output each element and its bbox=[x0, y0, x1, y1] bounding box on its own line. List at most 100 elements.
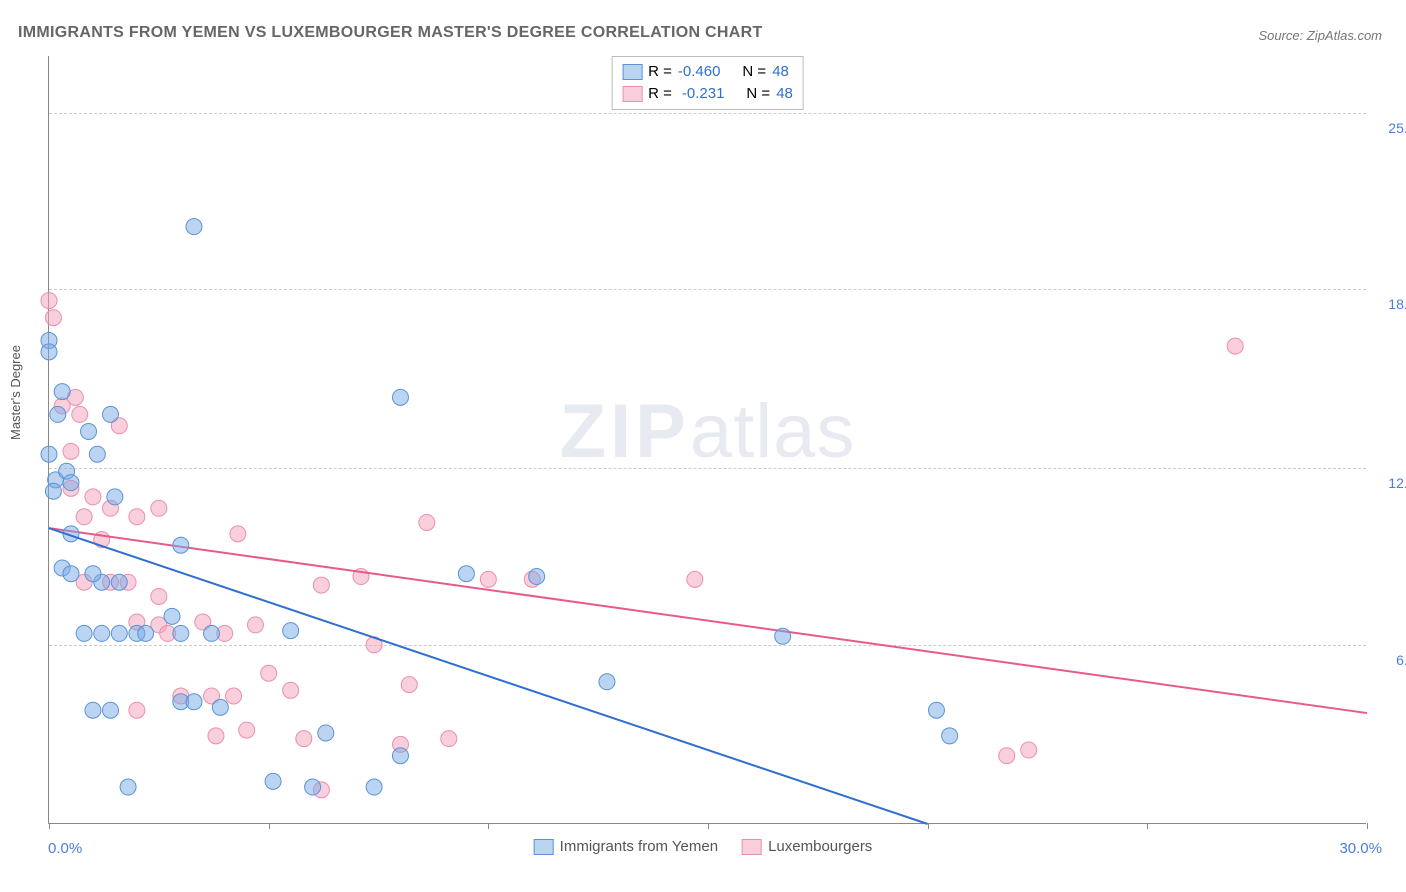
scatter-point-b bbox=[239, 722, 255, 738]
chart-title: IMMIGRANTS FROM YEMEN VS LUXEMBOURGER MA… bbox=[18, 24, 763, 42]
x-tick bbox=[708, 823, 709, 829]
scatter-point-a bbox=[318, 725, 334, 741]
scatter-point-b bbox=[230, 526, 246, 542]
scatter-point-a bbox=[94, 625, 110, 641]
scatter-point-a bbox=[173, 625, 189, 641]
scatter-point-b bbox=[129, 702, 145, 718]
scatter-point-b bbox=[45, 310, 61, 326]
swatch-series-b-icon bbox=[742, 839, 762, 855]
stat-label-n: N = bbox=[746, 83, 770, 105]
scatter-point-a bbox=[50, 406, 66, 422]
scatter-point-a bbox=[120, 779, 136, 795]
stat-label-r: R = bbox=[648, 83, 672, 105]
legend-label-b: Luxembourgers bbox=[768, 838, 872, 855]
stat-n-a: 48 bbox=[772, 61, 789, 83]
scatter-point-b bbox=[41, 293, 57, 309]
legend-item-a: Immigrants from Yemen bbox=[534, 838, 718, 855]
scatter-point-a bbox=[164, 608, 180, 624]
scatter-point-b bbox=[151, 588, 167, 604]
scatter-point-b bbox=[72, 406, 88, 422]
scatter-point-a bbox=[81, 423, 97, 439]
scatter-point-a bbox=[186, 219, 202, 235]
scatter-point-a bbox=[173, 537, 189, 553]
scatter-point-a bbox=[529, 569, 545, 585]
scatter-point-a bbox=[392, 748, 408, 764]
scatter-point-b bbox=[1021, 742, 1037, 758]
scatter-point-b bbox=[687, 571, 703, 587]
scatter-point-a bbox=[186, 694, 202, 710]
scatter-point-a bbox=[54, 384, 70, 400]
scatter-point-b bbox=[313, 577, 329, 593]
legend-label-a: Immigrants from Yemen bbox=[560, 838, 718, 855]
x-tick bbox=[928, 823, 929, 829]
scatter-point-a bbox=[212, 699, 228, 715]
scatter-point-a bbox=[283, 623, 299, 639]
scatter-point-a bbox=[89, 446, 105, 462]
scatter-point-a bbox=[942, 728, 958, 744]
scatter-point-b bbox=[283, 682, 299, 698]
scatter-point-b bbox=[419, 514, 435, 530]
scatter-point-b bbox=[129, 509, 145, 525]
y-tick-label: 12.5% bbox=[1374, 475, 1406, 491]
y-axis-label: Master's Degree bbox=[8, 345, 23, 440]
scatter-point-b bbox=[208, 728, 224, 744]
scatter-point-b bbox=[401, 677, 417, 693]
scatter-point-b bbox=[76, 509, 92, 525]
x-tick bbox=[269, 823, 270, 829]
source-attribution: Source: ZipAtlas.com bbox=[1258, 28, 1382, 43]
trend-line-b bbox=[49, 528, 1367, 713]
scatter-point-a bbox=[928, 702, 944, 718]
scatter-point-a bbox=[265, 773, 281, 789]
scatter-point-a bbox=[103, 406, 119, 422]
scatter-point-b bbox=[151, 500, 167, 516]
scatter-point-a bbox=[204, 625, 220, 641]
scatter-point-a bbox=[111, 625, 127, 641]
scatter-point-a bbox=[41, 446, 57, 462]
scatter-point-b bbox=[261, 665, 277, 681]
scatter-point-a bbox=[76, 625, 92, 641]
stat-n-b: 48 bbox=[776, 83, 793, 105]
scatter-point-b bbox=[63, 443, 79, 459]
x-tick bbox=[1367, 823, 1368, 829]
scatter-point-a bbox=[138, 625, 154, 641]
scatter-point-b bbox=[247, 617, 263, 633]
scatter-point-a bbox=[85, 702, 101, 718]
scatter-point-a bbox=[85, 566, 101, 582]
scatter-point-b bbox=[85, 489, 101, 505]
stat-r-a: -0.460 bbox=[678, 61, 721, 83]
stat-r-b: -0.231 bbox=[682, 83, 725, 105]
scatter-point-a bbox=[392, 389, 408, 405]
scatter-point-b bbox=[999, 748, 1015, 764]
stats-row-b: R = -0.231 N = 48 bbox=[622, 83, 793, 105]
y-tick-label: 25.0% bbox=[1374, 120, 1406, 136]
swatch-series-b-icon bbox=[622, 86, 642, 102]
scatter-point-b bbox=[480, 571, 496, 587]
scatter-point-a bbox=[103, 702, 119, 718]
scatter-point-a bbox=[366, 779, 382, 795]
swatch-series-a-icon bbox=[534, 839, 554, 855]
scatter-point-b bbox=[296, 731, 312, 747]
scatter-svg bbox=[49, 56, 1366, 823]
scatter-point-b bbox=[441, 731, 457, 747]
scatter-point-a bbox=[458, 566, 474, 582]
scatter-point-b bbox=[226, 688, 242, 704]
scatter-point-b bbox=[1227, 338, 1243, 354]
scatter-point-a bbox=[111, 574, 127, 590]
series-legend: Immigrants from Yemen Luxembourgers bbox=[534, 838, 873, 855]
swatch-series-a-icon bbox=[622, 64, 642, 80]
x-axis-min-label: 0.0% bbox=[48, 840, 82, 857]
stats-legend: R = -0.460 N = 48 R = -0.231 N = 48 bbox=[611, 56, 804, 110]
x-tick bbox=[1147, 823, 1148, 829]
stat-label-r: R = bbox=[648, 61, 672, 83]
scatter-point-a bbox=[63, 475, 79, 491]
x-tick bbox=[488, 823, 489, 829]
y-tick-label: 6.3% bbox=[1374, 652, 1406, 668]
x-axis-max-label: 30.0% bbox=[1339, 840, 1382, 857]
y-tick-label: 18.8% bbox=[1374, 296, 1406, 312]
scatter-point-a bbox=[599, 674, 615, 690]
x-tick bbox=[49, 823, 50, 829]
scatter-point-a bbox=[45, 483, 61, 499]
scatter-point-a bbox=[107, 489, 123, 505]
scatter-point-a bbox=[305, 779, 321, 795]
chart-plot-area: ZIPatlas 6.3%12.5%18.8%25.0% R = -0.460 … bbox=[48, 56, 1366, 824]
